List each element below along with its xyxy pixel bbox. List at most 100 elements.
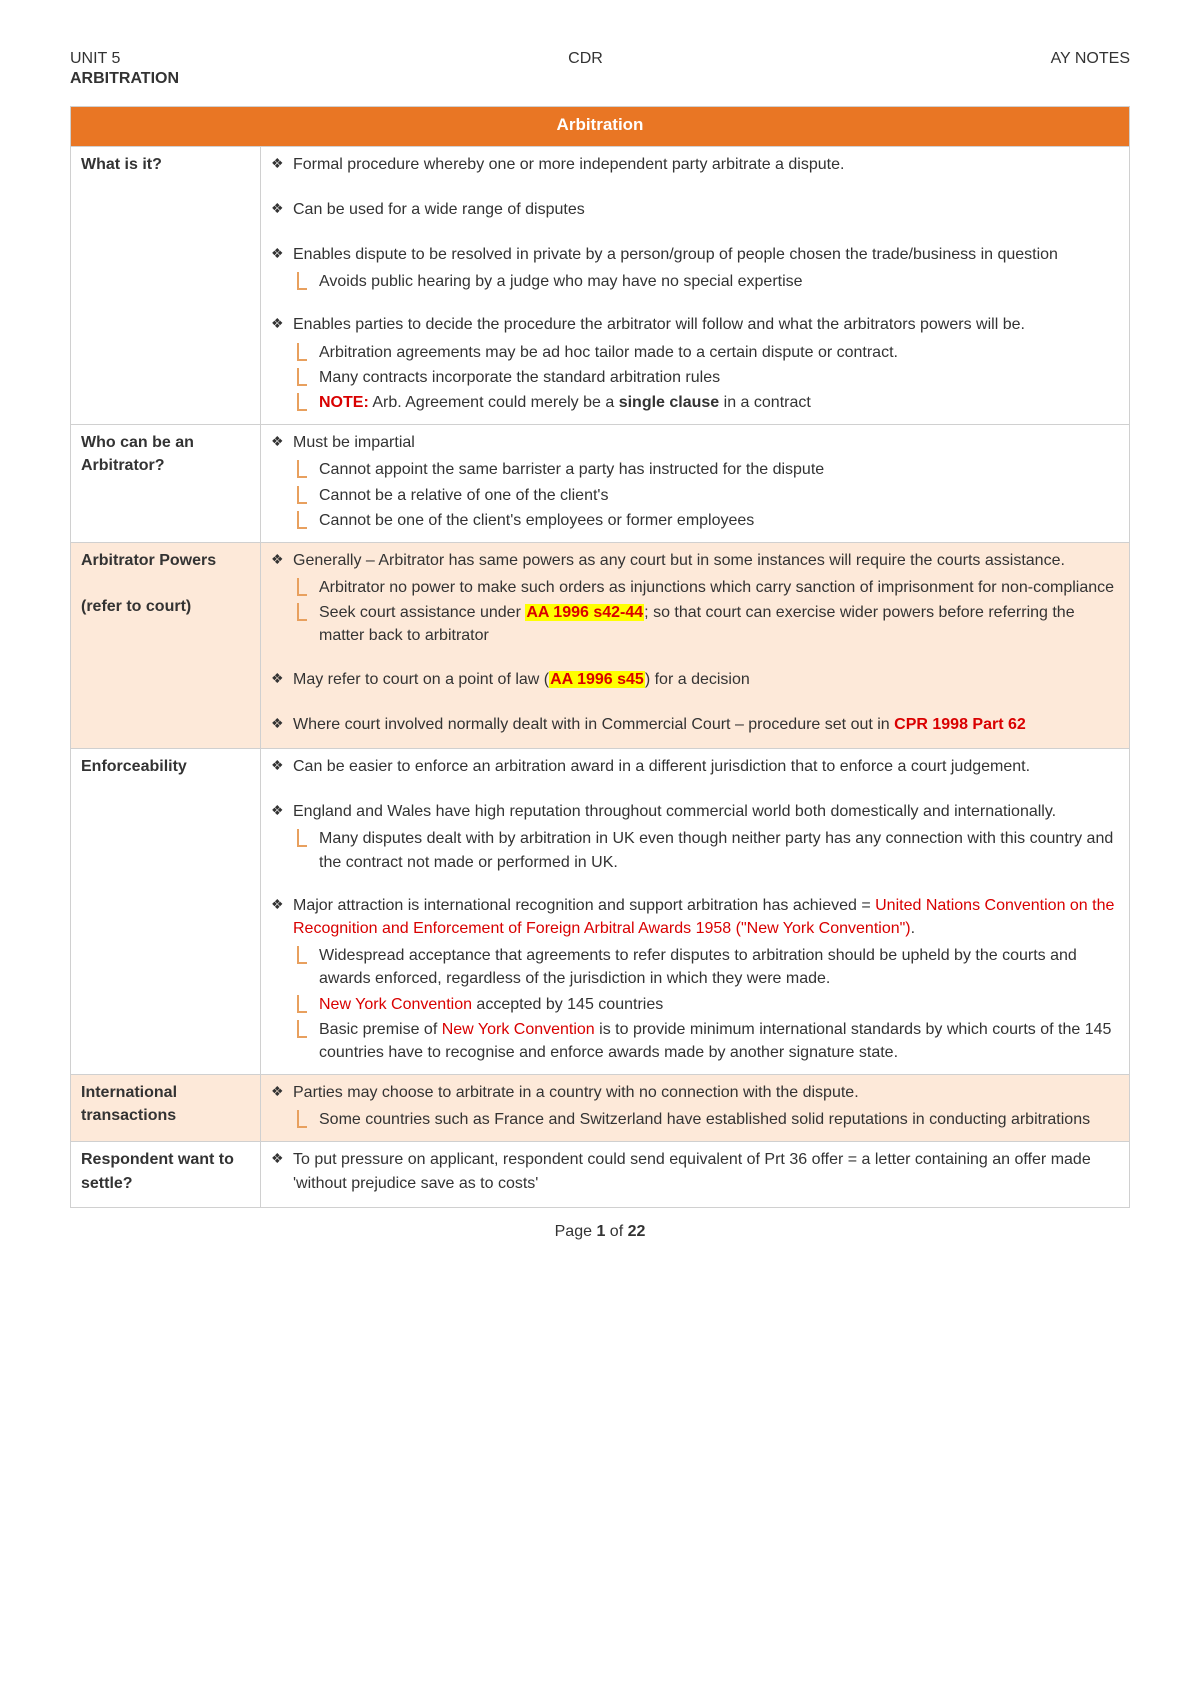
bullet-item: Can be used for a wide range of disputes: [271, 198, 1119, 221]
sub-item: Arbitrator no power to make such orders …: [271, 576, 1119, 599]
row-label: Respondent want to settle?: [71, 1142, 261, 1207]
text-span: May refer to court on a point of law (: [293, 671, 549, 688]
bullet-item: To put pressure on applicant, respondent…: [271, 1148, 1119, 1194]
row-content: Can be easier to enforce an arbitration …: [261, 749, 1130, 1075]
spacer: [271, 650, 1119, 668]
text-span: New York Convention: [319, 996, 472, 1013]
footer-current: 1: [596, 1223, 605, 1240]
spacer: [271, 782, 1119, 800]
text-span: CPR 1998 Part 62: [894, 716, 1026, 733]
bullet-item: England and Wales have high reputation t…: [271, 800, 1119, 823]
bullet-list: Enables parties to decide the procedure …: [271, 313, 1119, 336]
bullet-list: Can be easier to enforce an arbitration …: [271, 755, 1119, 778]
row-label: Arbitrator Powers (refer to court): [71, 542, 261, 748]
sub-item: NOTE: Arb. Agreement could merely be a s…: [271, 391, 1119, 414]
bullet-list: Enables dispute to be resolved in privat…: [271, 243, 1119, 266]
arbitration-table: Arbitration What is it? Formal procedure …: [70, 106, 1130, 1208]
table-row: What is it? Formal procedure whereby one …: [71, 146, 1130, 425]
table-row: Enforceability Can be easier to enforce a…: [71, 749, 1130, 1075]
bullet-item: Enables parties to decide the procedure …: [271, 313, 1119, 336]
footer-total: 22: [628, 1223, 646, 1240]
text-span: Arb. Agreement could merely be a: [369, 394, 619, 411]
header-right: AY NOTES: [1051, 50, 1130, 68]
sub-item: Many disputes dealt with by arbitration …: [271, 827, 1119, 873]
footer-prefix: Page: [555, 1223, 597, 1240]
sub-item: Arbitration agreements may be ad hoc tai…: [271, 341, 1119, 364]
table-title: Arbitration: [71, 107, 1130, 147]
row-content: Generally – Arbitrator has same powers a…: [261, 542, 1130, 748]
text-span: Basic premise of: [319, 1021, 442, 1038]
bullet-list: Where court involved normally dealt with…: [271, 713, 1119, 736]
page-header: UNIT 5 CDR AY NOTES: [70, 50, 1130, 68]
footer-sep: of: [605, 1223, 627, 1240]
text-span: AA 1996 s42-44: [525, 604, 644, 621]
text-span: .: [911, 920, 915, 937]
spacer: [271, 225, 1119, 243]
sub-item: Many contracts incorporate the standard …: [271, 366, 1119, 389]
row-content: Must be impartial Cannot appoint the same…: [261, 425, 1130, 543]
row-label: Enforceability: [71, 749, 261, 1075]
spacer: [271, 876, 1119, 894]
bullet-list: May refer to court on a point of law (AA…: [271, 668, 1119, 691]
text-span: ) for a decision: [645, 671, 750, 688]
sub-item: Cannot be a relative of one of the clien…: [271, 484, 1119, 507]
bullet-item: Can be easier to enforce an arbitration …: [271, 755, 1119, 778]
bullet-item: Parties may choose to arbitrate in a cou…: [271, 1081, 1119, 1104]
sub-item: Cannot appoint the same barrister a part…: [271, 458, 1119, 481]
bullet-list: Parties may choose to arbitrate in a cou…: [271, 1081, 1119, 1104]
bullet-list: Must be impartial: [271, 431, 1119, 454]
bullet-item: Where court involved normally dealt with…: [271, 713, 1119, 736]
bullet-item: Major attraction is international recogn…: [271, 894, 1119, 940]
sub-item: Some countries such as France and Switze…: [271, 1108, 1119, 1131]
sub-list: Avoids public hearing by a judge who may…: [271, 270, 1119, 293]
sub-item: Cannot be one of the client's employees …: [271, 509, 1119, 532]
table-row: Who can be an Arbitrator?Must be imparti…: [71, 425, 1130, 543]
bullet-list: Formal procedure whereby one or more ind…: [271, 153, 1119, 176]
bullet-list: Generally – Arbitrator has same powers a…: [271, 549, 1119, 572]
text-span: AA 1996 s45: [549, 671, 645, 688]
spacer: [271, 295, 1119, 313]
bullet-list: To put pressure on applicant, respondent…: [271, 1148, 1119, 1194]
bullet-item: Formal procedure whereby one or more ind…: [271, 153, 1119, 176]
row-label: Who can be an Arbitrator?: [71, 425, 261, 543]
sub-item: Seek court assistance under AA 1996 s42-…: [271, 601, 1119, 647]
text-span: accepted by 145 countries: [472, 996, 663, 1013]
page-footer: Page 1 of 22: [70, 1223, 1130, 1241]
sub-item: New York Convention accepted by 145 coun…: [271, 993, 1119, 1016]
text-span: in a contract: [719, 394, 811, 411]
header-center: CDR: [568, 50, 603, 68]
row-label: International transactions: [71, 1075, 261, 1142]
table-row: Arbitrator Powers (refer to court) Genera…: [71, 542, 1130, 748]
sub-list: Widespread acceptance that agreements to…: [271, 944, 1119, 1064]
text-span: New York Convention: [442, 1021, 595, 1038]
row-content: To put pressure on applicant, respondent…: [261, 1142, 1130, 1207]
bullet-item: Generally – Arbitrator has same powers a…: [271, 549, 1119, 572]
header-subtitle: ARBITRATION: [70, 70, 1130, 88]
text-span: single clause: [619, 394, 720, 411]
bullet-list: Major attraction is international recogn…: [271, 894, 1119, 940]
sub-item: Widespread acceptance that agreements to…: [271, 944, 1119, 990]
row-content: Formal procedure whereby one or more ind…: [261, 146, 1130, 425]
sub-list: Some countries such as France and Switze…: [271, 1108, 1119, 1131]
text-span: Seek court assistance under: [319, 604, 525, 621]
sub-item: Avoids public hearing by a judge who may…: [271, 270, 1119, 293]
sub-list: Many disputes dealt with by arbitration …: [271, 827, 1119, 873]
text-span: Major attraction is international recogn…: [293, 897, 875, 914]
sub-list: Cannot appoint the same barrister a part…: [271, 458, 1119, 532]
row-label: What is it?: [71, 146, 261, 425]
spacer: [271, 180, 1119, 198]
table-row: International transactions Parties may ch…: [71, 1075, 1130, 1142]
spacer: [271, 695, 1119, 713]
sub-list: Arbitrator no power to make such orders …: [271, 576, 1119, 648]
header-left: UNIT 5: [70, 50, 120, 68]
bullet-list: Can be used for a wide range of disputes: [271, 198, 1119, 221]
sub-item: Basic premise of New York Convention is …: [271, 1018, 1119, 1064]
bullet-item: Must be impartial: [271, 431, 1119, 454]
bullet-item: Enables dispute to be resolved in privat…: [271, 243, 1119, 266]
sub-list: Arbitration agreements may be ad hoc tai…: [271, 341, 1119, 415]
bullet-list: England and Wales have high reputation t…: [271, 800, 1119, 823]
text-span: NOTE:: [319, 394, 369, 411]
bullet-item: May refer to court on a point of law (AA…: [271, 668, 1119, 691]
row-content: Parties may choose to arbitrate in a cou…: [261, 1075, 1130, 1142]
text-span: Where court involved normally dealt with…: [293, 716, 894, 733]
